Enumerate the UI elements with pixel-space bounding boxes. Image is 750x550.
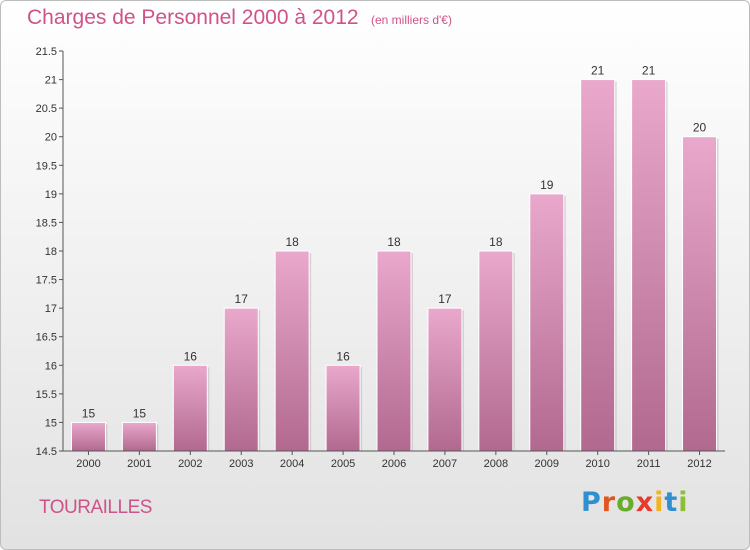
commune-name: TOURAILLES — [39, 497, 152, 518]
data-label: 19 — [540, 178, 554, 192]
x-tick-label: 2002 — [178, 458, 202, 470]
y-tick-label: 15.5 — [36, 389, 57, 401]
bar-2006 — [376, 250, 412, 452]
y-tick-label: 14.5 — [36, 446, 57, 458]
bar-2009 — [529, 193, 565, 452]
y-tick-label: 16.5 — [36, 332, 57, 344]
bar-2001 — [121, 421, 157, 452]
y-tick-label: 21 — [45, 75, 57, 87]
bar-2007 — [427, 307, 463, 452]
x-tick-label: 2008 — [484, 458, 508, 470]
data-label: 17 — [438, 292, 452, 306]
data-label: 21 — [642, 64, 656, 78]
logo-letter: i — [678, 487, 689, 518]
bar-2011 — [631, 79, 667, 452]
y-tick-label: 17 — [45, 303, 57, 315]
x-tick-label: 2001 — [127, 458, 151, 470]
proxiti-logo: Proxiti — [581, 487, 689, 518]
y-tick-label: 15 — [45, 417, 57, 429]
data-label: 16 — [184, 349, 198, 363]
y-tick-label: 20.5 — [36, 103, 57, 115]
logo-letter: o — [616, 487, 636, 518]
bar-2012 — [682, 136, 718, 452]
x-tick-label: 2010 — [585, 458, 609, 470]
logo-letter: t — [664, 487, 679, 518]
bar-2005 — [325, 364, 361, 452]
logo-letter: x — [635, 487, 655, 518]
data-label: 21 — [591, 64, 605, 78]
y-tick-label: 17.5 — [36, 275, 57, 287]
x-tick-label: 2005 — [331, 458, 355, 470]
data-label: 15 — [82, 406, 96, 420]
data-label: 15 — [133, 406, 147, 420]
data-label: 18 — [387, 235, 401, 249]
bars-layer: 15 15 16 17 18 16 18 17 18 19 21 21 20 — [70, 64, 719, 452]
axis-layer: 2000 2001 2002 2003 2004 2005 2006 2007 2008 2009… — [36, 46, 725, 470]
data-label: 18 — [489, 235, 503, 249]
x-tick-label: 2004 — [280, 458, 304, 470]
y-tick-label: 21.5 — [36, 46, 57, 58]
bar-2002 — [172, 364, 208, 452]
chart-subtitle: (en milliers d'€) — [371, 13, 452, 27]
bar-2004 — [274, 250, 310, 452]
data-label: 16 — [336, 349, 350, 363]
x-tick-label: 2000 — [76, 458, 100, 470]
data-label: 20 — [693, 121, 707, 135]
data-label: 18 — [285, 235, 299, 249]
logo-letter: i — [654, 487, 665, 518]
logo-letter: r — [601, 487, 617, 518]
y-tick-label: 20 — [45, 132, 57, 144]
y-tick-label: 19 — [45, 189, 57, 201]
x-tick-label: 2003 — [229, 458, 253, 470]
bar-2003 — [223, 307, 259, 452]
y-tick-label: 19.5 — [36, 160, 57, 172]
x-tick-label: 2011 — [637, 458, 661, 470]
data-label: 17 — [235, 292, 249, 306]
y-tick-label: 18.5 — [36, 217, 57, 229]
bar-2000 — [70, 421, 106, 452]
x-tick-label: 2009 — [535, 458, 559, 470]
bar-2008 — [478, 250, 514, 452]
logo-letter: P — [581, 487, 602, 518]
y-tick-label: 16 — [45, 360, 57, 372]
y-tick-label: 18 — [45, 246, 57, 258]
x-tick-label: 2006 — [382, 458, 406, 470]
x-tick-label: 2012 — [687, 458, 711, 470]
chart-title: Charges de Personnel 2000 à 2012 — [27, 6, 359, 29]
bar-2010 — [580, 79, 616, 452]
x-tick-label: 2007 — [433, 458, 457, 470]
